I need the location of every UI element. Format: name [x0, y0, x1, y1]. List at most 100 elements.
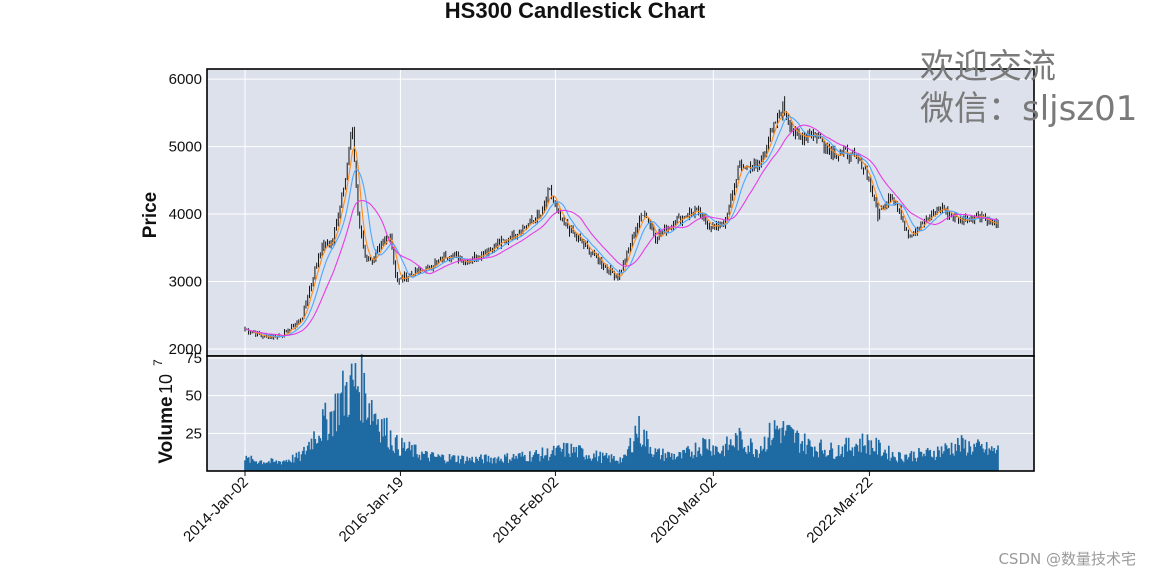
- volume-bar: [554, 455, 556, 471]
- volume-bar: [647, 439, 649, 471]
- volume-bar: [749, 438, 752, 471]
- volume-bar: [940, 446, 943, 471]
- volume-bar: [436, 456, 438, 471]
- x-tick-label: 2018-Feb-02: [490, 474, 563, 547]
- volume-bar: [879, 442, 881, 471]
- volume-bar: [318, 435, 320, 471]
- volume-bar: [861, 433, 864, 471]
- volume-bar: [534, 452, 536, 471]
- volume-bar: [670, 453, 673, 471]
- volume-bar: [458, 463, 461, 471]
- volume-bar: [970, 454, 973, 471]
- volume-bar: [623, 454, 625, 471]
- volume-bar: [391, 445, 393, 471]
- volume-bar: [759, 446, 762, 471]
- volume-bar: [478, 456, 481, 471]
- volume-bar: [511, 457, 514, 471]
- volume-bar: [579, 445, 581, 471]
- volume-bar: [689, 456, 692, 471]
- volume-bar: [303, 446, 305, 471]
- volume-bar: [407, 447, 409, 471]
- volume-bar: [403, 442, 406, 471]
- volume-bar: [600, 462, 603, 471]
- volume-bar: [539, 461, 541, 471]
- volume-bar: [487, 455, 490, 471]
- volume-bar: [244, 460, 246, 471]
- volume-bar: [337, 393, 339, 471]
- volume-bar: [915, 461, 918, 471]
- volume-bar: [846, 451, 849, 471]
- volume-bar: [773, 420, 776, 471]
- volume-bar: [645, 430, 648, 471]
- volume-axis-label: Volume: [156, 396, 177, 463]
- volume-bar: [975, 442, 978, 471]
- volume-bar: [736, 435, 738, 471]
- volume-bar: [490, 457, 492, 471]
- volume-bar: [512, 453, 515, 471]
- volume-bar: [798, 452, 801, 471]
- volume-bar: [694, 442, 697, 471]
- volume-bar: [844, 444, 846, 471]
- volume-bar: [448, 454, 451, 471]
- volume-bar: [357, 386, 359, 471]
- volume-bar: [939, 457, 942, 471]
- volume-bar: [943, 451, 945, 471]
- volume-bar: [709, 451, 712, 471]
- volume-bar: [429, 454, 432, 471]
- volume-bar: [585, 455, 588, 471]
- volume-bar: [393, 452, 396, 471]
- volume-bar: [254, 461, 256, 471]
- volume-bar: [865, 453, 868, 471]
- volume-bar: [583, 456, 585, 471]
- volume-bar: [876, 454, 879, 471]
- volume-bar: [707, 449, 709, 471]
- volume-bar: [786, 425, 788, 471]
- volume-bar: [519, 453, 521, 471]
- volume-bar: [463, 463, 466, 471]
- volume-bar: [433, 456, 436, 471]
- volume-bar: [801, 441, 804, 471]
- volume-bar: [320, 440, 323, 471]
- volume-bar: [817, 457, 820, 471]
- volume-bar: [797, 432, 800, 471]
- volume-bar: [881, 455, 884, 471]
- volume-bar: [614, 460, 617, 471]
- volume-bar: [497, 456, 500, 471]
- price-tick-label: 4000: [169, 206, 202, 223]
- volume-bar: [663, 460, 665, 471]
- volume-bar: [314, 438, 317, 471]
- volume-bar: [887, 445, 890, 471]
- volume-bar: [308, 441, 310, 471]
- volume-bar: [462, 456, 465, 471]
- volume-bar: [347, 417, 349, 471]
- volume-bar: [849, 450, 851, 471]
- volume-bar: [281, 461, 284, 471]
- volume-bar: [783, 435, 786, 471]
- volume-bar: [442, 455, 445, 471]
- volume-bar: [904, 454, 906, 471]
- volume-bar: [606, 458, 609, 471]
- volume-exponent: 7: [151, 359, 165, 366]
- volume-bar: [891, 451, 894, 471]
- volume-bar: [431, 452, 433, 471]
- volume-bar: [369, 424, 372, 471]
- volume-bar: [249, 462, 251, 471]
- moving-average-line: [244, 111, 999, 338]
- volume-bar: [793, 442, 796, 471]
- volume-bar: [712, 445, 714, 471]
- volume-bar: [884, 449, 886, 471]
- volume-bar: [831, 448, 834, 471]
- volume-bar: [517, 453, 520, 471]
- volume-bar: [890, 457, 893, 471]
- volume-bar: [388, 449, 391, 471]
- volume-panel-frame: [206, 355, 1035, 472]
- volume-bar: [589, 458, 591, 471]
- volume-bar: [383, 418, 386, 471]
- volume-bar: [665, 457, 668, 471]
- volume-bar: [974, 447, 977, 471]
- volume-bar: [353, 386, 356, 471]
- volume-bar: [810, 446, 812, 471]
- volume-bar: [951, 453, 954, 471]
- volume-bar: [950, 442, 953, 471]
- volume-bar: [603, 456, 605, 471]
